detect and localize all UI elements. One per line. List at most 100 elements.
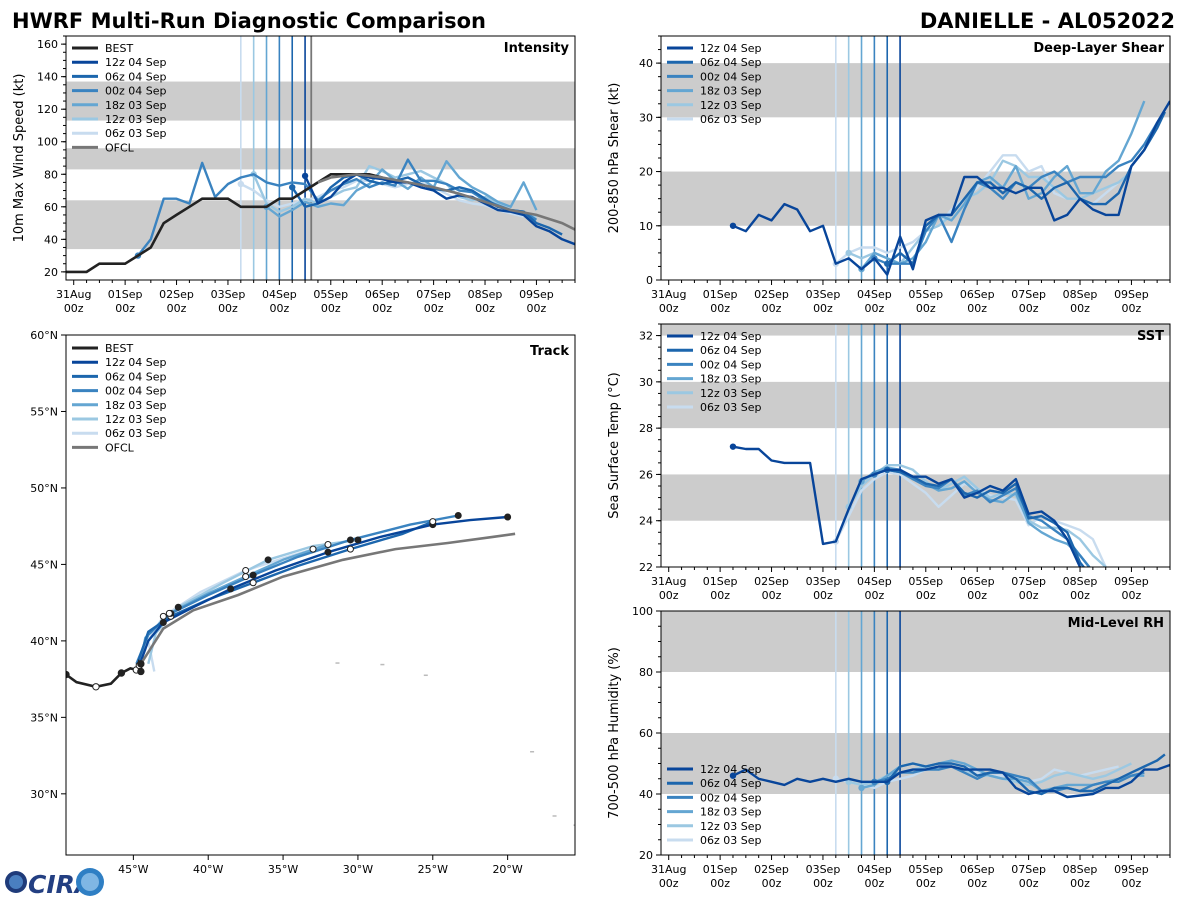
intensity-x-tick-label-hour: 00z xyxy=(269,302,289,315)
intensity-x-tick-label: 05Sep xyxy=(313,288,348,301)
rh-series-line xyxy=(886,753,1166,796)
shear-band-1 xyxy=(661,63,1170,118)
shear-panel-title: Deep-Layer Shear xyxy=(1033,41,1164,56)
intensity-y-tick-label: 80 xyxy=(44,168,58,181)
rh-band-1 xyxy=(661,611,1170,672)
rh-x-tick-label-hour: 00z xyxy=(813,877,833,890)
rh-y-tick-label: 100 xyxy=(632,605,653,618)
track-best-point xyxy=(66,670,70,679)
intensity-x-tick-label-hour: 00z xyxy=(424,302,444,315)
track-x-tick-label: 40°W xyxy=(193,863,223,876)
track-point xyxy=(249,571,257,579)
shear-x-tick-label: 31Aug xyxy=(651,288,686,301)
sst-band-0 xyxy=(661,474,1170,521)
track-legend-label: OFCL xyxy=(105,441,135,454)
shear-x-tick-label-hour: 00z xyxy=(1019,302,1039,315)
intensity-legend-label: 12z 03 Sep xyxy=(105,113,167,126)
sst-legend-label: 12z 04 Sep xyxy=(700,330,762,343)
sst-x-tick-label: 01Sep xyxy=(703,575,738,588)
shear-x-tick-label-hour: 00z xyxy=(762,302,782,315)
rh-init-point xyxy=(729,772,737,779)
sst-legend-label: 12z 03 Sep xyxy=(700,387,762,400)
track-point xyxy=(174,603,182,611)
track-best-point xyxy=(117,669,126,677)
rh-legend-label: 00z 04 Sep xyxy=(700,791,762,804)
island-speck xyxy=(380,663,385,666)
sst-band-2 xyxy=(661,324,1170,336)
track-x-tick-label: 30°W xyxy=(343,863,373,876)
track-point xyxy=(242,573,250,581)
rh-x-tick-label-hour: 00z xyxy=(1122,877,1142,890)
track-point xyxy=(165,609,173,617)
intensity-best-line xyxy=(66,173,383,274)
page-title: HWRF Multi-Run Diagnostic Comparison xyxy=(12,9,486,33)
rh-x-tick-label: 01Sep xyxy=(703,863,738,876)
intensity-x-tick-label-hour: 00z xyxy=(475,302,495,315)
shear-x-tick-label: 01Sep xyxy=(703,288,738,301)
sst-y-tick-label: 22 xyxy=(639,561,653,574)
rh-y-tick-label: 60 xyxy=(639,727,653,740)
intensity-legend-label: 18z 03 Sep xyxy=(105,99,167,112)
island-speck xyxy=(530,751,535,753)
shear-legend-label: 00z 04 Sep xyxy=(700,70,762,83)
island-speck xyxy=(552,815,557,817)
sst-x-tick-label-hour: 00z xyxy=(813,589,833,602)
track-x-tick-label: 20°W xyxy=(492,863,522,876)
shear-y-tick-label: 0 xyxy=(646,274,653,287)
shear-x-tick-label-hour: 00z xyxy=(659,302,679,315)
intensity-plot-area xyxy=(66,36,575,280)
rh-init-point xyxy=(858,784,865,792)
sst-x-tick-label: 03Sep xyxy=(806,575,841,588)
sst-frame xyxy=(660,323,1171,568)
shear-x-tick-label: 05Sep xyxy=(908,288,943,301)
sst-y-axis-label: Sea Surface Temp (°C) xyxy=(607,372,622,519)
rh-x-tick-label-hour: 00z xyxy=(1019,877,1039,890)
intensity-x-tick-label-hour: 00z xyxy=(167,302,187,315)
rh-x-tick-label: 31Aug xyxy=(651,863,686,876)
track-x-tick-label: 45°W xyxy=(118,863,148,876)
shear-init-point xyxy=(845,249,852,257)
rh-legend-label: 12z 03 Sep xyxy=(700,820,762,833)
intensity-legend-label: 06z 04 Sep xyxy=(105,70,167,83)
track-point xyxy=(324,541,332,549)
intensity-x-tick-label: 02Sep xyxy=(159,288,194,301)
shear-legend-label: 12z 03 Sep xyxy=(700,99,762,112)
intensity-y-tick-label: 20 xyxy=(44,266,58,279)
rh-x-tick-label-hour: 00z xyxy=(864,877,884,890)
seal-inner-icon xyxy=(81,873,99,891)
rh-x-tick-label: 09Sep xyxy=(1114,863,1149,876)
intensity-y-tick-label: 100 xyxy=(37,136,58,149)
rh-y-tick-label: 80 xyxy=(639,666,653,679)
track-point xyxy=(264,556,272,564)
shear-y-tick-label: 40 xyxy=(639,57,653,70)
track-legend-label: 18z 03 Sep xyxy=(105,399,167,412)
sst-x-tick-label-hour: 00z xyxy=(967,589,987,602)
sst-legend-label: 18z 03 Sep xyxy=(700,373,762,386)
rh-x-tick-label-hour: 00z xyxy=(916,877,936,890)
rh-legend-label: 06z 04 Sep xyxy=(700,777,762,790)
sst-x-tick-label-hour: 00z xyxy=(762,589,782,602)
track-point xyxy=(249,579,257,587)
sst-y-tick-label: 26 xyxy=(639,468,653,481)
rh-x-tick-label: 08Sep xyxy=(1063,863,1098,876)
track-point xyxy=(159,612,167,620)
track-legend-label: BEST xyxy=(105,342,133,355)
track-y-tick-label: 30°N xyxy=(30,788,58,801)
track-ofcl-line xyxy=(139,532,516,665)
intensity-x-tick-label: 01Sep xyxy=(108,288,143,301)
track-legend-label: 12z 04 Sep xyxy=(105,356,167,369)
track-point xyxy=(227,585,235,593)
intensity-x-tick-label-hour: 00z xyxy=(115,302,135,315)
track-y-tick-label: 50°N xyxy=(30,482,58,495)
intensity-legend-label: 12z 04 Sep xyxy=(105,56,167,69)
sst-x-tick-label-hour: 00z xyxy=(1019,589,1039,602)
globe-inner-icon xyxy=(9,875,23,889)
intensity-x-tick-label-hour: 00z xyxy=(64,302,84,315)
track-legend-label: 12z 03 Sep xyxy=(105,413,167,426)
shear-init-point xyxy=(884,260,891,267)
rh-x-tick-label-hour: 00z xyxy=(659,877,679,890)
shear-y-tick-label: 30 xyxy=(639,111,653,124)
track-point xyxy=(242,567,250,575)
shear-x-tick-label-hour: 00z xyxy=(1070,302,1090,315)
